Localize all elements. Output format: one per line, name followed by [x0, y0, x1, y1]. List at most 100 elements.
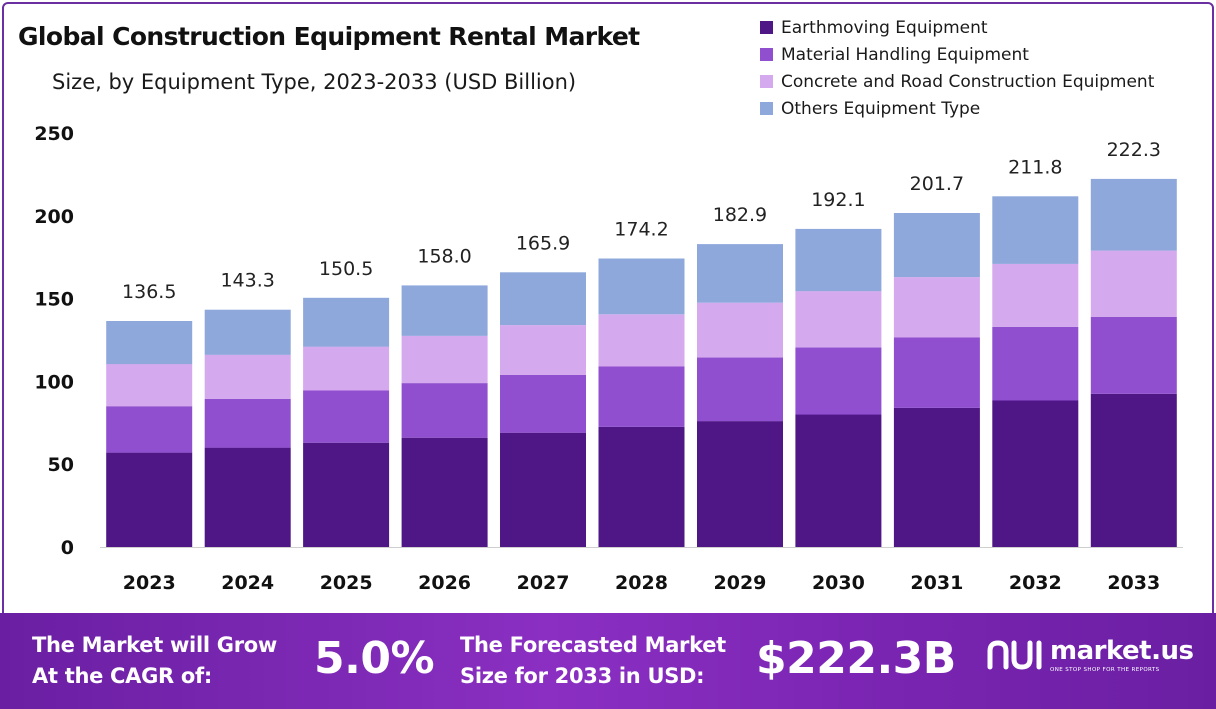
bar-segment-3: [893, 213, 980, 278]
bar-segment-3: [401, 285, 488, 336]
bar-segment-0: [992, 400, 1079, 547]
x-tick-label: 2030: [812, 572, 865, 594]
forecast-label-line2: Size for 2033 in USD:: [460, 664, 705, 688]
brand-name: market.us: [1050, 636, 1194, 666]
y-tick-label: 50: [48, 454, 74, 476]
x-tick-label: 2032: [1009, 572, 1062, 594]
bar-segment-1: [598, 366, 685, 427]
bar-segment-2: [992, 263, 1079, 327]
brand-logo[interactable]: market.us ONE STOP SHOP FOR THE REPORTS: [986, 636, 1194, 673]
bar-segment-2: [401, 335, 488, 384]
bar-segment-3: [992, 196, 1079, 264]
bar-segment-1: [303, 390, 390, 443]
bar-segment-1: [204, 398, 291, 448]
bar-segment-3: [697, 244, 783, 303]
bar-segment-0: [697, 421, 783, 547]
x-tick-label: 2033: [1107, 572, 1160, 594]
bar-segment-0: [893, 407, 980, 547]
footer-banner: The Market will Grow At the CAGR of: 5.0…: [0, 613, 1216, 709]
bar-total-label: 211.8: [1008, 156, 1062, 178]
bar-segment-1: [992, 326, 1079, 401]
bar-segment-2: [893, 277, 980, 338]
bar-segment-0: [598, 426, 685, 547]
bar-segment-2: [697, 302, 783, 358]
bar-segment-1: [106, 406, 193, 453]
bar-segment-2: [303, 346, 390, 391]
x-tick-label: 2025: [320, 572, 373, 594]
bar-segment-3: [106, 321, 193, 365]
bar-segment-0: [500, 432, 586, 547]
bar-segment-3: [1090, 178, 1177, 251]
chart-title: Global Construction Equipment Rental Mar…: [18, 22, 640, 51]
bar-total-label: 143.3: [220, 270, 274, 292]
bar-segment-0: [204, 447, 291, 547]
bar-segment-2: [204, 354, 291, 399]
bar-segment-1: [500, 374, 586, 433]
bar-segment-3: [795, 228, 882, 292]
bar-segment-1: [401, 383, 488, 438]
x-tick-label: 2026: [418, 572, 471, 594]
y-tick-label: 200: [34, 206, 74, 228]
bar-segment-3: [303, 297, 390, 347]
bar-total-label: 192.1: [811, 189, 865, 211]
x-tick-label: 2023: [123, 572, 176, 594]
bar-segment-0: [795, 414, 882, 547]
legend-label: Concrete and Road Construction Equipment: [781, 71, 1155, 92]
bar-total-label: 150.5: [319, 258, 373, 280]
cagr-label: The Market will Grow At the CAGR of:: [32, 630, 277, 692]
y-tick-label: 150: [34, 289, 74, 311]
bar-segment-3: [500, 272, 586, 326]
x-tick-label: 2024: [221, 572, 274, 594]
bar-segment-1: [795, 347, 882, 415]
bar-total-label: 182.9: [713, 204, 767, 226]
legend-item-earthmoving: Earthmoving Equipment: [760, 14, 1154, 41]
bar-segment-0: [106, 452, 193, 547]
bar-segment-2: [500, 325, 586, 375]
y-tick-label: 250: [34, 123, 74, 145]
x-tick-label: 2028: [615, 572, 668, 594]
bar-total-label: 174.2: [614, 219, 668, 241]
legend-swatch: [760, 21, 773, 34]
bar-segment-2: [795, 291, 882, 348]
bar-segment-2: [106, 364, 193, 407]
legend-label: Others Equipment Type: [781, 98, 981, 119]
legend-swatch: [760, 75, 773, 88]
bar-segment-0: [401, 437, 488, 547]
bar-segment-0: [1090, 393, 1177, 547]
x-tick-label: 2031: [910, 572, 963, 594]
chart-plot: 0 50 100 150 200 250 136.5 2023 143.3 2024 150.5 20…: [34, 123, 1183, 594]
legend-item-material-handling: Material Handling Equipment: [760, 41, 1154, 68]
market-us-logo-icon: [987, 640, 1042, 670]
y-tick-label: 0: [61, 537, 74, 559]
legend-label: Material Handling Equipment: [781, 44, 1029, 65]
chart-subtitle: Size, by Equipment Type, 2023-2033 (USD …: [52, 70, 577, 94]
forecast-label: The Forecasted Market Size for 2033 in U…: [460, 630, 726, 692]
x-tick-label: 2027: [517, 572, 570, 594]
legend-item-others: Others Equipment Type: [760, 95, 1154, 122]
bar-segment-3: [598, 258, 685, 315]
bar-total-label: 201.7: [910, 173, 964, 195]
bar-total-label: 136.5: [122, 281, 176, 303]
bar-segment-0: [303, 442, 390, 547]
bar-total-label: 158.0: [417, 245, 471, 267]
bar-segment-1: [893, 337, 980, 408]
forecast-value: $222.3B: [756, 633, 956, 684]
bar-segment-2: [598, 314, 685, 367]
cagr-label-line1: The Market will Grow: [32, 633, 277, 657]
cagr-value: 5.0%: [314, 633, 435, 684]
bar-segment-2: [1090, 250, 1177, 317]
legend-label: Earthmoving Equipment: [781, 17, 988, 38]
bar-segment-1: [1090, 316, 1177, 394]
y-tick-label: 100: [34, 371, 74, 393]
cagr-label-line2: At the CAGR of:: [32, 664, 212, 688]
bar-segment-3: [204, 309, 291, 355]
bar-total-label: 222.3: [1107, 139, 1161, 161]
legend-item-concrete-road: Concrete and Road Construction Equipment: [760, 68, 1154, 95]
x-tick-label: 2029: [714, 572, 767, 594]
chart-legend: Earthmoving Equipment Material Handling …: [760, 14, 1154, 122]
brand-tagline: ONE STOP SHOP FOR THE REPORTS: [1050, 667, 1160, 673]
forecast-label-line1: The Forecasted Market: [460, 633, 726, 657]
bar-segment-1: [697, 357, 783, 422]
legend-swatch: [760, 102, 773, 115]
legend-swatch: [760, 48, 773, 61]
